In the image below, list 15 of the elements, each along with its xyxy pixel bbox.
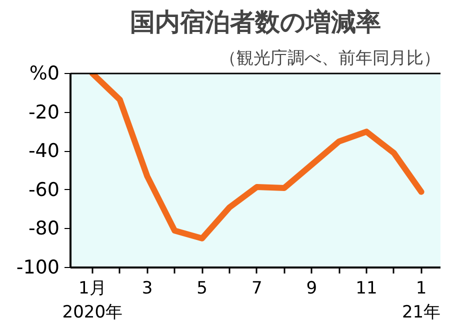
x-tick-label: 9 <box>306 278 318 298</box>
x-tick-label: 1 21年 <box>402 278 441 322</box>
y-tick-label: -40 <box>28 140 60 162</box>
y-tick-label: -60 <box>28 178 60 201</box>
chart-title: 国内宿泊者数の増減率 <box>130 8 381 36</box>
y-tick-label: -20 <box>28 101 60 124</box>
chart-subtitle: （観光庁調べ、前年同月比） <box>220 48 440 68</box>
y-tick-label: %0 <box>29 62 60 84</box>
x-tick-label: 3 <box>142 278 153 298</box>
y-tick-label: -80 <box>28 218 60 240</box>
x-tick-label: 11 <box>356 278 378 298</box>
x-tick-label: 1月 2020年 <box>62 278 123 322</box>
x-tick-label: 7 <box>251 278 262 298</box>
x-tick-label: 5 <box>196 278 208 298</box>
y-tick-label: -100 <box>16 256 60 278</box>
